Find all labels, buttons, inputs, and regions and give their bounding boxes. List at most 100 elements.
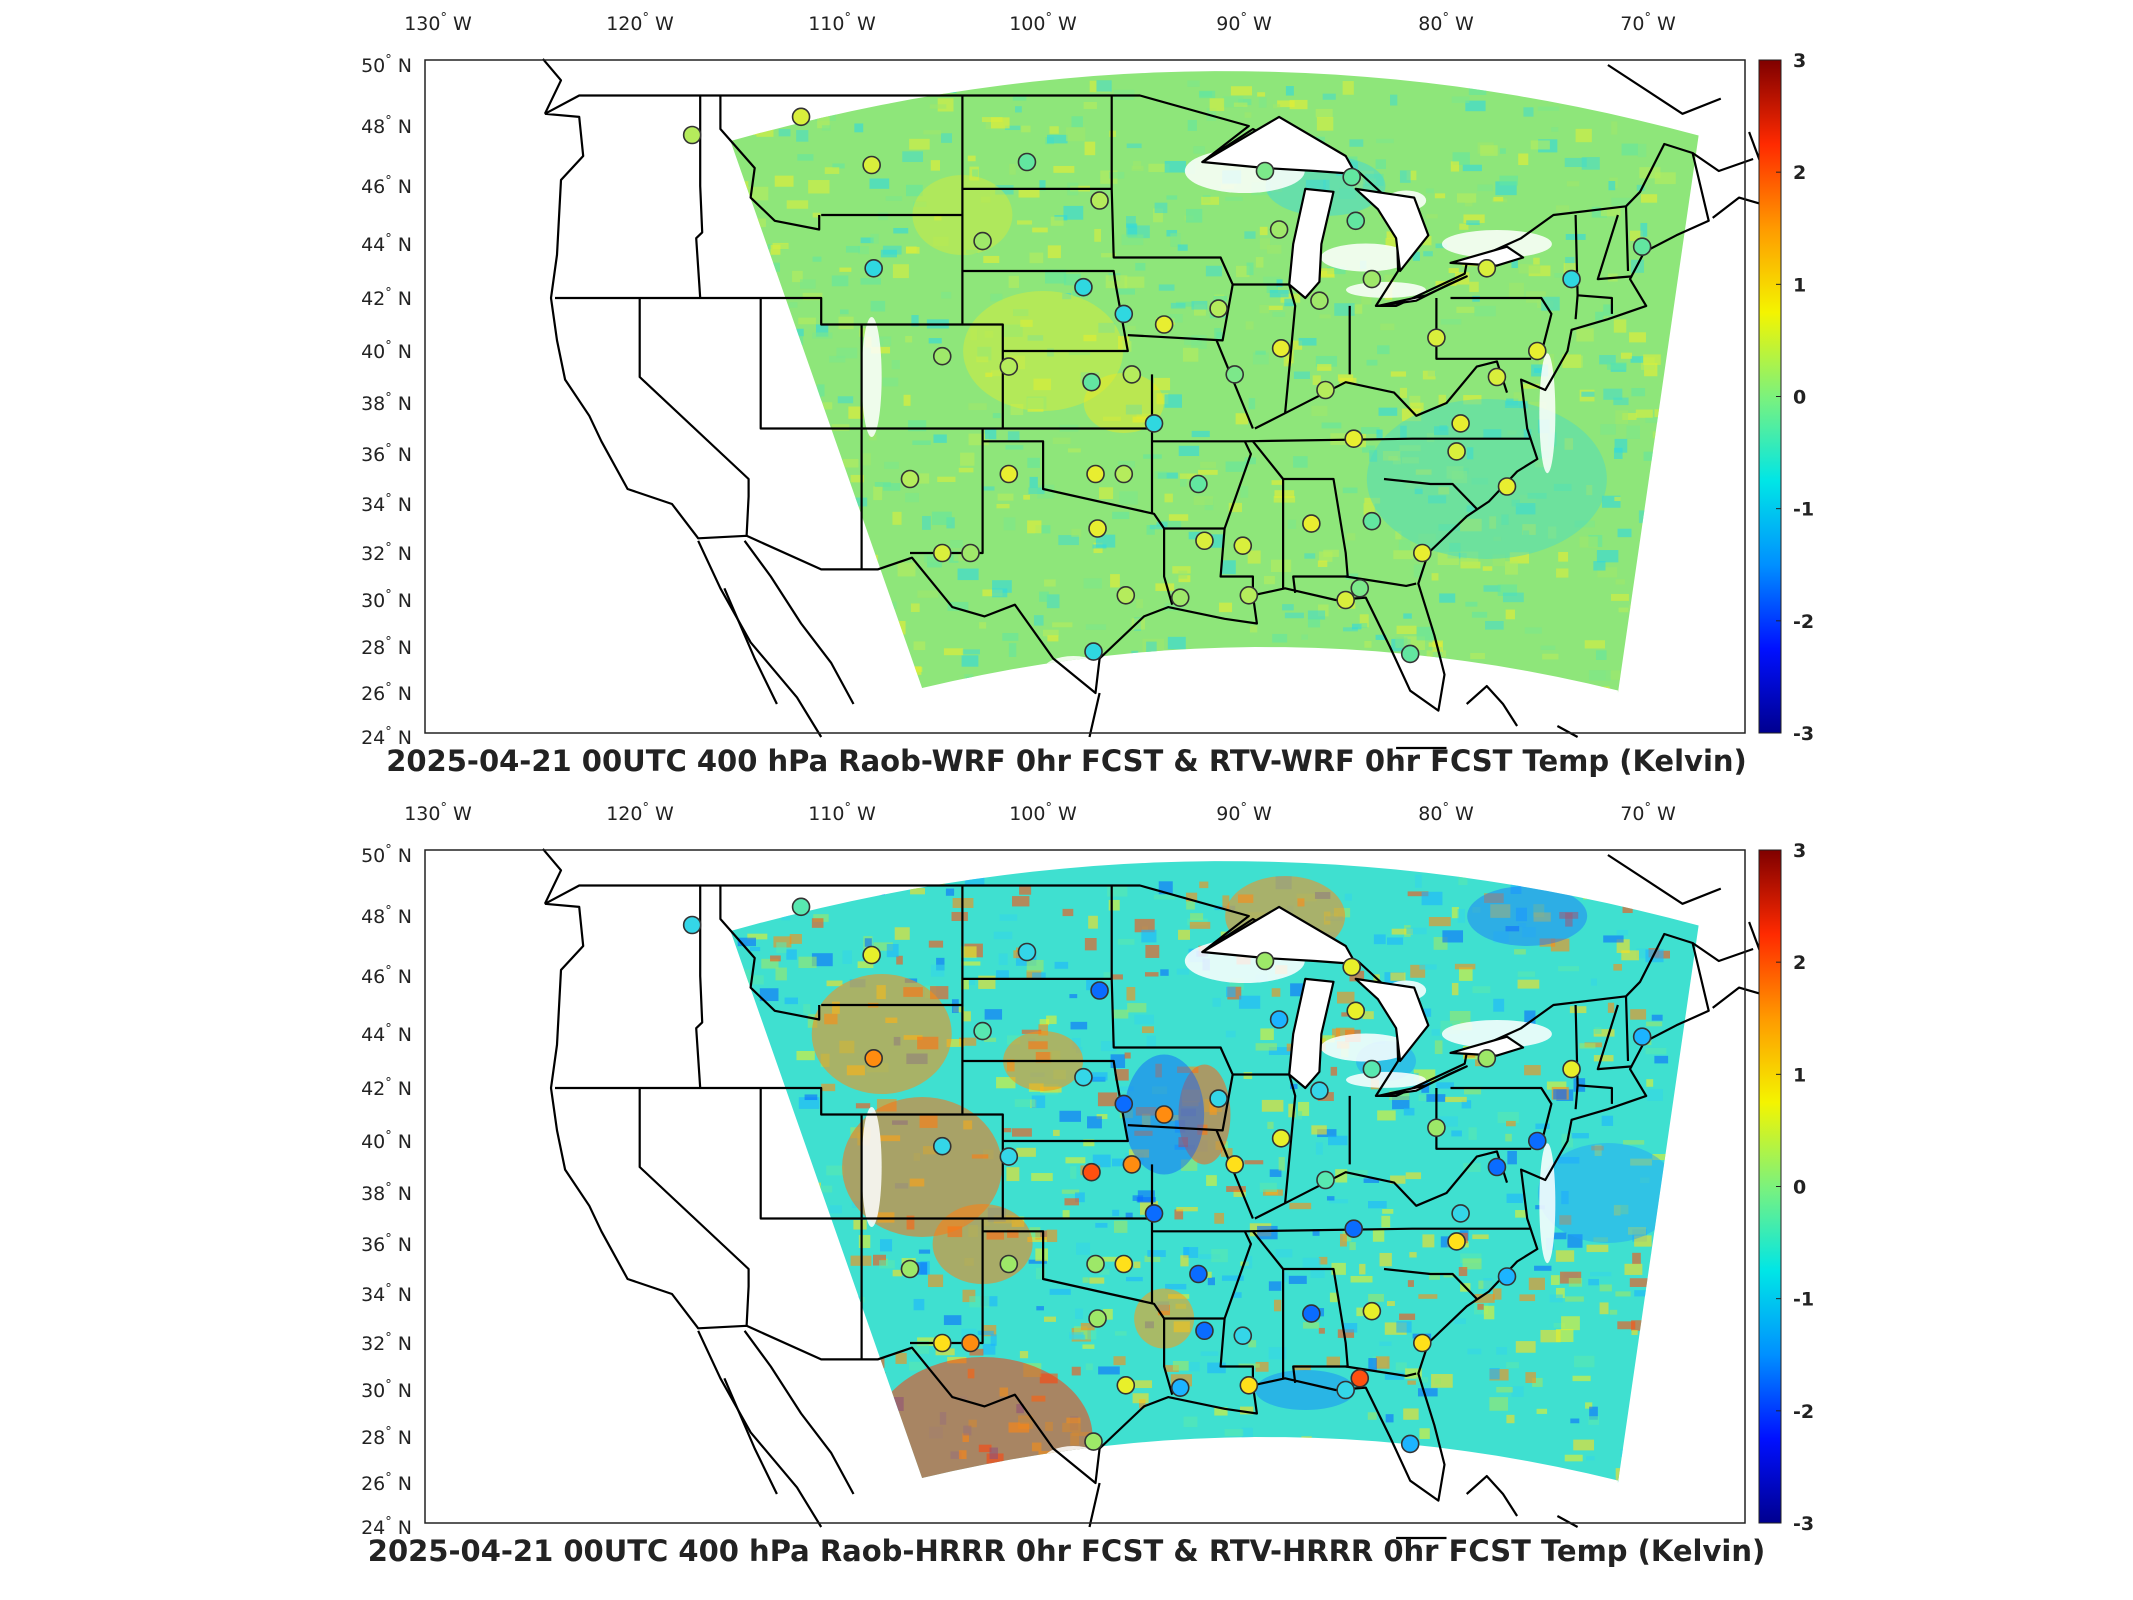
lon-label: 100° W (1009, 11, 1077, 35)
station-marker (1082, 1162, 1101, 1182)
station-marker (1427, 1118, 1446, 1138)
station-marker (1086, 1254, 1105, 1274)
station-marker (1362, 1301, 1382, 1321)
great-lake (1354, 187, 1430, 273)
lon-label: 90° W (1216, 801, 1272, 825)
station-marker (932, 543, 952, 563)
station-marker (1090, 981, 1109, 1000)
colorbar-tick-label: 2 (1793, 952, 1806, 974)
station-marker (1362, 1059, 1382, 1079)
lon-label: 110° W (808, 11, 876, 35)
lat-label: 50° N (361, 843, 412, 867)
state-border (1215, 1129, 1254, 1219)
state-border (638, 1088, 750, 1326)
lon-label: 100° W (1009, 801, 1077, 825)
lon-label: 130° W (404, 801, 472, 825)
station-marker (1122, 1155, 1142, 1174)
station-marker (791, 897, 811, 917)
state-border (695, 95, 704, 299)
lon-label: 70° W (1620, 11, 1676, 35)
state-border (555, 296, 963, 326)
great-lake (1288, 187, 1335, 300)
station-marker (1082, 372, 1101, 392)
station-marker (1017, 152, 1037, 172)
station-marker (932, 1136, 952, 1156)
data-swath-wrf (730, 71, 1699, 694)
lat-label: 32° N (361, 541, 412, 565)
station-marker (1255, 951, 1275, 971)
map-title-hrrr: 2025-04-21 00UTC 400 hPa Raob-HRRR 0hr F… (367, 1534, 1766, 1568)
lat-label: 44° N (361, 232, 412, 256)
map-title-wrf: 2025-04-21 00UTC 400 hPa Raob-WRF 0hr FC… (386, 744, 1747, 778)
station-marker (1344, 429, 1364, 449)
lat-label: 42° N (361, 286, 412, 310)
station-marker (1225, 365, 1245, 384)
lat-label: 26° N (361, 1471, 412, 1495)
station-marker (1362, 511, 1382, 531)
station-marker (1632, 1027, 1652, 1046)
station-marker (864, 1048, 883, 1068)
lat-label: 30° N (361, 588, 412, 612)
state-border (1450, 296, 1553, 346)
station-marker (682, 915, 702, 935)
station-marker (1090, 191, 1109, 210)
map-panel-wrf: 130° W 120° W 110° W 100° W 90° W 80° W 70° W 50° N 48° N… (0, 0, 2133, 790)
state-border (1110, 95, 1234, 342)
mexico-coastline (1088, 1482, 1101, 1528)
lat-label: 36° N (361, 1232, 412, 1256)
station-marker (1477, 1048, 1497, 1068)
state-border (1435, 1088, 1532, 1150)
station-marker (973, 1021, 992, 1041)
state-border (1244, 437, 1532, 443)
great-lake (1288, 977, 1335, 1090)
station-marker (1189, 474, 1208, 494)
lon-label: 120° W (606, 11, 674, 35)
station-marker (1447, 442, 1466, 461)
lat-label: 48° N (361, 114, 412, 138)
map-frame (424, 849, 1746, 1524)
colorbar-tick-label: 2 (1793, 162, 1806, 184)
station-marker (1350, 578, 1370, 598)
canada-coastline (1691, 942, 1754, 963)
station-marker (1114, 1254, 1134, 1274)
state-border (1577, 294, 1614, 314)
lat-label: 46° N (361, 964, 412, 988)
station-marker (1154, 1105, 1174, 1124)
station-marker (862, 155, 881, 175)
map-boundaries (542, 848, 1771, 1540)
station-marker (1209, 1089, 1228, 1108)
station-marker (900, 1259, 920, 1279)
station-marker (1412, 1333, 1432, 1353)
state-border (1110, 885, 1234, 1132)
colorbar-tick-label: -2 (1793, 611, 1814, 633)
station-marker (1170, 588, 1190, 607)
lat-label: 34° N (361, 1282, 412, 1306)
colorbar-tick-label: -1 (1793, 499, 1814, 521)
state-border (962, 1059, 1129, 1143)
station-marker (1271, 339, 1291, 358)
lon-label: 130° W (404, 11, 472, 35)
map-panel-hrrr: 130° W 120° W 110° W 100° W 90° W 80° W 70° W 50° N 48° N… (0, 790, 2133, 1590)
lat-label: 44° N (361, 1022, 412, 1046)
station-marker (999, 464, 1019, 484)
state-border (962, 269, 1129, 353)
state-border (1232, 1073, 1297, 1204)
lat-label: 40° N (361, 1129, 412, 1153)
state-border (1345, 575, 1417, 588)
lat-label: 40° N (361, 339, 412, 363)
colorbar-tick-label: -3 (1793, 1513, 1814, 1535)
station-marker (1527, 341, 1547, 361)
station-marker (1346, 1001, 1366, 1021)
state-border (1283, 477, 1349, 594)
station-marker (1088, 1309, 1107, 1328)
raob-stations (682, 897, 1652, 1454)
station-marker (1225, 1155, 1245, 1174)
station-marker (1233, 1326, 1253, 1345)
state-border (1345, 1365, 1417, 1378)
station-marker (1497, 477, 1517, 496)
station-marker (864, 258, 883, 278)
lon-label: 110° W (808, 801, 876, 825)
station-marker (1527, 1131, 1547, 1151)
colorbar-tick-label: 1 (1793, 1064, 1806, 1086)
station-marker (1154, 315, 1174, 334)
